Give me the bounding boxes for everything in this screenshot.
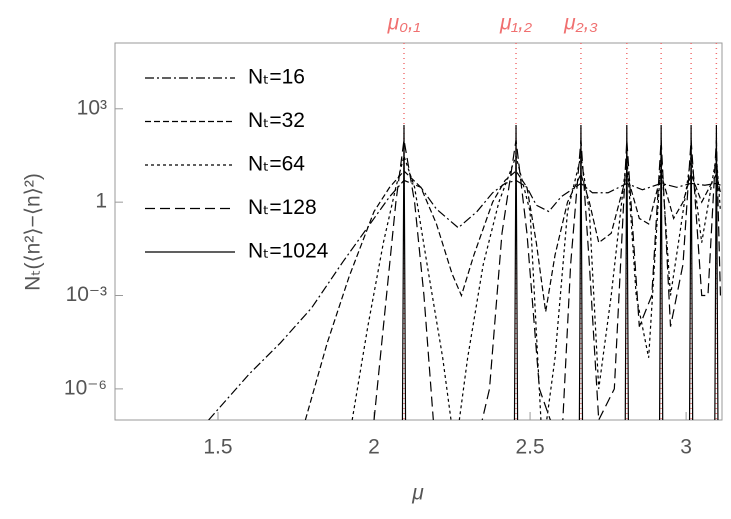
x-tick-label: 3 <box>680 436 692 459</box>
legend-label: Nₜ=64 <box>248 153 305 176</box>
resonance-label: μ₂,₃ <box>563 12 598 35</box>
y-tick-label: 1 <box>95 190 107 213</box>
plot-frame <box>114 42 723 421</box>
plot-area <box>208 43 722 420</box>
x-tick-label: 1.5 <box>203 436 232 459</box>
y-tick-label: 10⁻³ <box>66 283 107 306</box>
resonance-label: μ₀,₁ <box>387 12 421 35</box>
legend-label: Nₜ=32 <box>248 109 305 132</box>
x-tick-label: 2 <box>368 436 380 459</box>
y-axis-label: Nₜ(⟨n²⟩−⟨n⟩²) <box>22 173 45 291</box>
y-tick-label: 10³ <box>77 96 107 119</box>
series-line <box>401 125 719 420</box>
resonance-label: μ₁,₂ <box>499 12 532 35</box>
x-tick-label: 2.5 <box>515 436 544 459</box>
legend-label: Nₜ=16 <box>248 66 305 89</box>
legend-label: Nₜ=1024 <box>248 240 329 263</box>
x-axis-label: μ <box>411 482 424 505</box>
series-line <box>351 154 722 420</box>
y-tick-label: 10⁻⁶ <box>64 376 107 399</box>
series-line <box>373 139 722 420</box>
legend-label: Nₜ=128 <box>248 196 317 219</box>
